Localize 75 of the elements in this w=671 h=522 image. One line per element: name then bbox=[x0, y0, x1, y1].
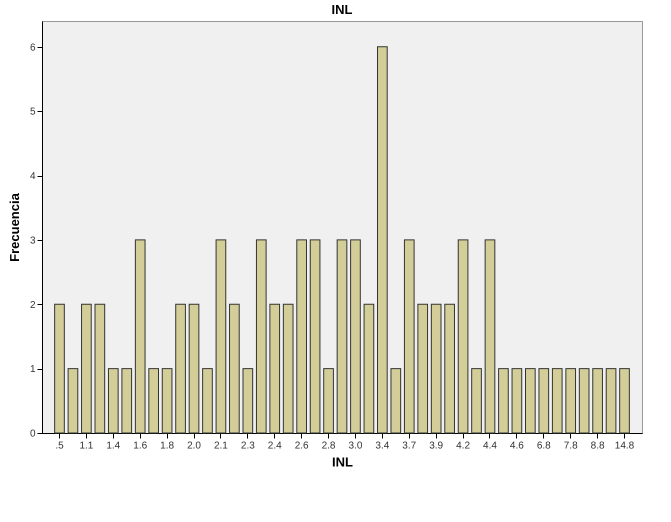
bar bbox=[54, 304, 65, 434]
x-tick-label: 2.4 bbox=[268, 440, 282, 452]
bar bbox=[538, 368, 550, 434]
bar bbox=[108, 368, 119, 434]
bar bbox=[202, 368, 213, 434]
bar bbox=[552, 368, 563, 434]
x-tick-label: 2.6 bbox=[294, 440, 310, 452]
x-tick-label: 3.0 bbox=[348, 440, 363, 452]
x-tick-label: 1.8 bbox=[160, 440, 174, 452]
y-axis-title: Frecuencia bbox=[6, 192, 22, 262]
bar bbox=[296, 239, 307, 434]
bar bbox=[350, 239, 361, 434]
bar bbox=[310, 239, 320, 434]
x-tick-label: 2.0 bbox=[187, 440, 202, 452]
y-tick-label: 5 bbox=[30, 106, 36, 118]
bar bbox=[484, 239, 496, 434]
bar bbox=[377, 46, 388, 434]
x-tick-label: 4.2 bbox=[456, 440, 470, 452]
x-tick-label: 6.8 bbox=[536, 440, 552, 452]
y-tick-label: 4 bbox=[30, 171, 36, 182]
bar bbox=[134, 239, 146, 434]
x-tick-label: 2.1 bbox=[214, 440, 228, 452]
bar bbox=[565, 368, 576, 434]
bar bbox=[162, 368, 172, 434]
bar bbox=[94, 304, 106, 434]
bar bbox=[148, 368, 159, 434]
bar bbox=[512, 368, 522, 434]
bar bbox=[458, 239, 468, 434]
bar bbox=[592, 368, 603, 434]
bar bbox=[430, 304, 442, 434]
bar bbox=[188, 304, 200, 434]
x-tick-label: 8.8 bbox=[590, 440, 605, 452]
bar bbox=[471, 368, 482, 434]
x-tick-label: 2.3 bbox=[240, 440, 256, 452]
bar bbox=[175, 304, 186, 434]
x-tick-label: 3.9 bbox=[429, 440, 444, 452]
bar bbox=[525, 368, 536, 434]
x-tick-label: 3.4 bbox=[375, 440, 390, 452]
bar bbox=[68, 368, 78, 434]
bar bbox=[606, 368, 616, 434]
bar bbox=[578, 368, 590, 434]
bar bbox=[336, 239, 348, 434]
bar bbox=[282, 304, 294, 434]
x-tick-label: 3.7 bbox=[402, 440, 417, 452]
y-tick-label: 1 bbox=[30, 364, 36, 376]
bar bbox=[216, 239, 226, 434]
y-tick-label: 3 bbox=[30, 235, 36, 246]
bar bbox=[121, 368, 132, 434]
bar bbox=[229, 304, 240, 434]
y-tick-label: 6 bbox=[30, 42, 36, 54]
x-tick-label: .5 bbox=[55, 440, 64, 452]
bar bbox=[444, 304, 455, 434]
bar bbox=[81, 304, 92, 434]
x-tick-label: 2.8 bbox=[322, 440, 336, 452]
bar bbox=[364, 304, 374, 434]
bar bbox=[323, 368, 334, 434]
bar bbox=[498, 368, 509, 434]
x-tick-label: 14.8 bbox=[614, 440, 635, 452]
bar bbox=[390, 368, 402, 434]
x-tick-label: 1.6 bbox=[133, 440, 148, 452]
x-axis-title: INL bbox=[332, 454, 354, 470]
bar bbox=[404, 239, 415, 434]
y-tick-label: 0 bbox=[30, 428, 36, 440]
bar bbox=[619, 368, 630, 434]
x-tick-label: 4.4 bbox=[483, 440, 498, 452]
bar bbox=[417, 304, 428, 434]
bar bbox=[242, 368, 254, 434]
x-tick-label: 1.1 bbox=[79, 440, 94, 452]
bar bbox=[256, 239, 267, 434]
x-tick-label: 7.8 bbox=[564, 440, 578, 452]
x-tick-label: 4.6 bbox=[510, 440, 524, 452]
x-tick-label: 1.4 bbox=[106, 440, 121, 452]
y-tick-label: 2 bbox=[30, 300, 36, 311]
chart-title: INL bbox=[332, 2, 353, 17]
bar bbox=[269, 304, 280, 434]
